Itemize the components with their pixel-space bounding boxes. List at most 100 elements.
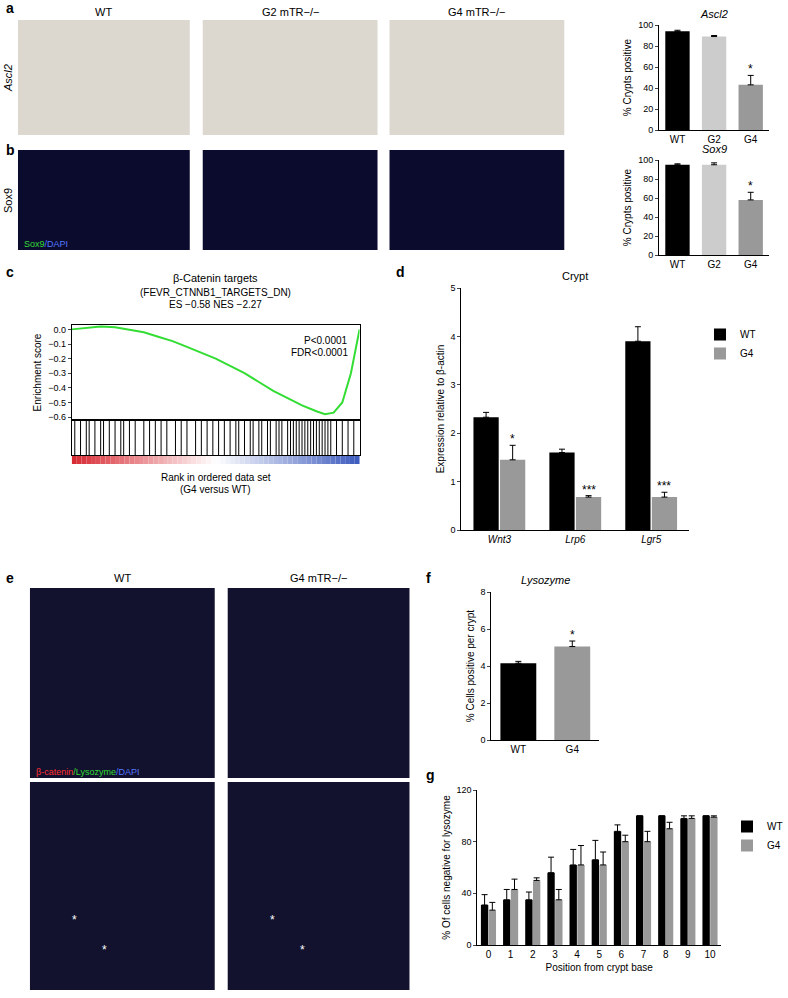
svg-text:4: 4 (451, 332, 456, 342)
svg-text:3: 3 (552, 949, 558, 960)
svg-text:% Crypts positive: % Crypts positive (622, 168, 633, 246)
svg-text:0: 0 (486, 949, 492, 960)
svg-text:Crypt: Crypt (562, 270, 588, 282)
svg-text:80: 80 (643, 174, 653, 184)
svg-text:Lrp6: Lrp6 (565, 534, 585, 545)
svg-text:Sox9/DAPI: Sox9/DAPI (24, 239, 68, 249)
svg-text:β-catenin/Lysozyme/DAPI: β-catenin/Lysozyme/DAPI (36, 767, 139, 777)
svg-text:P<0.0001: P<0.0001 (304, 335, 348, 346)
svg-text:1: 1 (451, 477, 456, 487)
svg-text:Lgr5: Lgr5 (641, 534, 661, 545)
svg-text:8: 8 (663, 949, 669, 960)
svg-text:2: 2 (451, 428, 456, 438)
svg-text:−0.6: −0.6 (48, 412, 66, 422)
svg-text:20: 20 (643, 104, 653, 114)
svg-text:Lysozyme: Lysozyme (521, 574, 570, 586)
svg-text:*: * (300, 943, 305, 957)
svg-text:WT: WT (511, 744, 527, 755)
svg-text:0: 0 (451, 525, 456, 535)
svg-text:100: 100 (638, 20, 653, 30)
svg-text:80: 80 (462, 837, 472, 847)
svg-text:10: 10 (704, 949, 716, 960)
svg-text:2: 2 (481, 698, 486, 708)
svg-text:−0.1: −0.1 (48, 339, 66, 349)
svg-text:G2 mTR−/−: G2 mTR−/− (262, 6, 319, 18)
svg-text:0.0: 0.0 (54, 325, 67, 335)
svg-text:*: * (270, 913, 275, 927)
svg-text:b: b (6, 142, 15, 158)
svg-text:G4: G4 (767, 840, 781, 851)
svg-text:Ascl2: Ascl2 (700, 8, 728, 20)
svg-text:4: 4 (481, 661, 486, 671)
svg-text:% Cells positive per crypt: % Cells positive per crypt (465, 610, 476, 722)
svg-text:*: * (570, 628, 575, 642)
svg-text:40: 40 (643, 83, 653, 93)
svg-text:G4 mTR−/−: G4 mTR−/− (290, 572, 347, 584)
svg-text:6: 6 (481, 624, 486, 634)
svg-text:*: * (748, 62, 753, 76)
svg-text:Rank in ordered data set: Rank in ordered data set (161, 472, 271, 483)
svg-text:*: * (72, 913, 77, 927)
svg-text:G4: G4 (740, 348, 754, 359)
svg-text:***: *** (657, 479, 671, 493)
svg-text:1: 1 (508, 949, 514, 960)
svg-text:Position from crypt base: Position from crypt base (546, 962, 654, 973)
svg-text:120: 120 (457, 785, 472, 795)
svg-text:7: 7 (641, 949, 647, 960)
svg-text:Wnt3: Wnt3 (488, 534, 512, 545)
svg-text:β-Catenin targets: β-Catenin targets (173, 272, 258, 284)
svg-text:−0.4: −0.4 (48, 383, 66, 393)
svg-text:% Of cells negative for lysozy: % Of cells negative for lysozyme (441, 795, 452, 940)
svg-text:WT: WT (670, 259, 686, 270)
svg-text:20: 20 (643, 231, 653, 241)
svg-text:g: g (426, 767, 435, 783)
svg-text:9: 9 (685, 949, 691, 960)
svg-text:Ascl2: Ascl2 (2, 64, 14, 92)
svg-text:0: 0 (648, 250, 653, 260)
svg-text:60: 60 (643, 193, 653, 203)
svg-text:*: * (748, 179, 753, 193)
svg-text:5: 5 (451, 283, 456, 293)
svg-text:a: a (6, 0, 14, 16)
svg-text:FDR<0.0001: FDR<0.0001 (291, 347, 348, 358)
svg-text:***: *** (582, 483, 596, 497)
svg-text:WT: WT (670, 134, 686, 145)
svg-text:0: 0 (467, 940, 472, 950)
svg-text:4: 4 (574, 949, 580, 960)
svg-text:(G4 versus WT): (G4 versus WT) (180, 484, 251, 495)
svg-text:0: 0 (648, 125, 653, 135)
svg-text:WT: WT (95, 6, 112, 18)
svg-text:G4 mTR−/−: G4 mTR−/− (448, 6, 505, 18)
svg-text:ES −0.58 NES −2.27: ES −0.58 NES −2.27 (169, 299, 262, 310)
svg-text:−0.5: −0.5 (48, 398, 66, 408)
svg-text:G2: G2 (707, 259, 721, 270)
svg-text:60: 60 (643, 62, 653, 72)
svg-text:WT: WT (767, 821, 783, 832)
svg-text:*: * (102, 943, 107, 957)
svg-text:80: 80 (643, 41, 653, 51)
svg-text:40: 40 (643, 212, 653, 222)
svg-text:e: e (6, 570, 14, 586)
svg-text:Sox9: Sox9 (2, 188, 14, 213)
svg-text:c: c (6, 264, 14, 280)
svg-text:% Crypts positive: % Crypts positive (622, 38, 633, 116)
svg-text:G4: G4 (744, 259, 758, 270)
svg-text:3: 3 (451, 380, 456, 390)
svg-text:G4: G4 (744, 134, 758, 145)
svg-text:100: 100 (638, 155, 653, 165)
svg-text:−0.2: −0.2 (48, 354, 66, 364)
svg-text:Sox9: Sox9 (702, 143, 727, 155)
svg-text:−0.3: −0.3 (48, 368, 66, 378)
svg-text:Expression relative to β-actin: Expression relative to β-actin (435, 345, 446, 474)
svg-text:*: * (510, 432, 515, 446)
svg-text:8: 8 (481, 587, 486, 597)
svg-text:G2: G2 (707, 134, 721, 145)
svg-text:d: d (396, 264, 405, 280)
svg-text:40: 40 (462, 888, 472, 898)
svg-text:G4: G4 (566, 744, 580, 755)
svg-text:WT: WT (740, 329, 756, 340)
svg-text:6: 6 (619, 949, 625, 960)
svg-text:2: 2 (530, 949, 536, 960)
svg-text:Enrichment score: Enrichment score (32, 333, 43, 411)
svg-text:0: 0 (481, 735, 486, 745)
